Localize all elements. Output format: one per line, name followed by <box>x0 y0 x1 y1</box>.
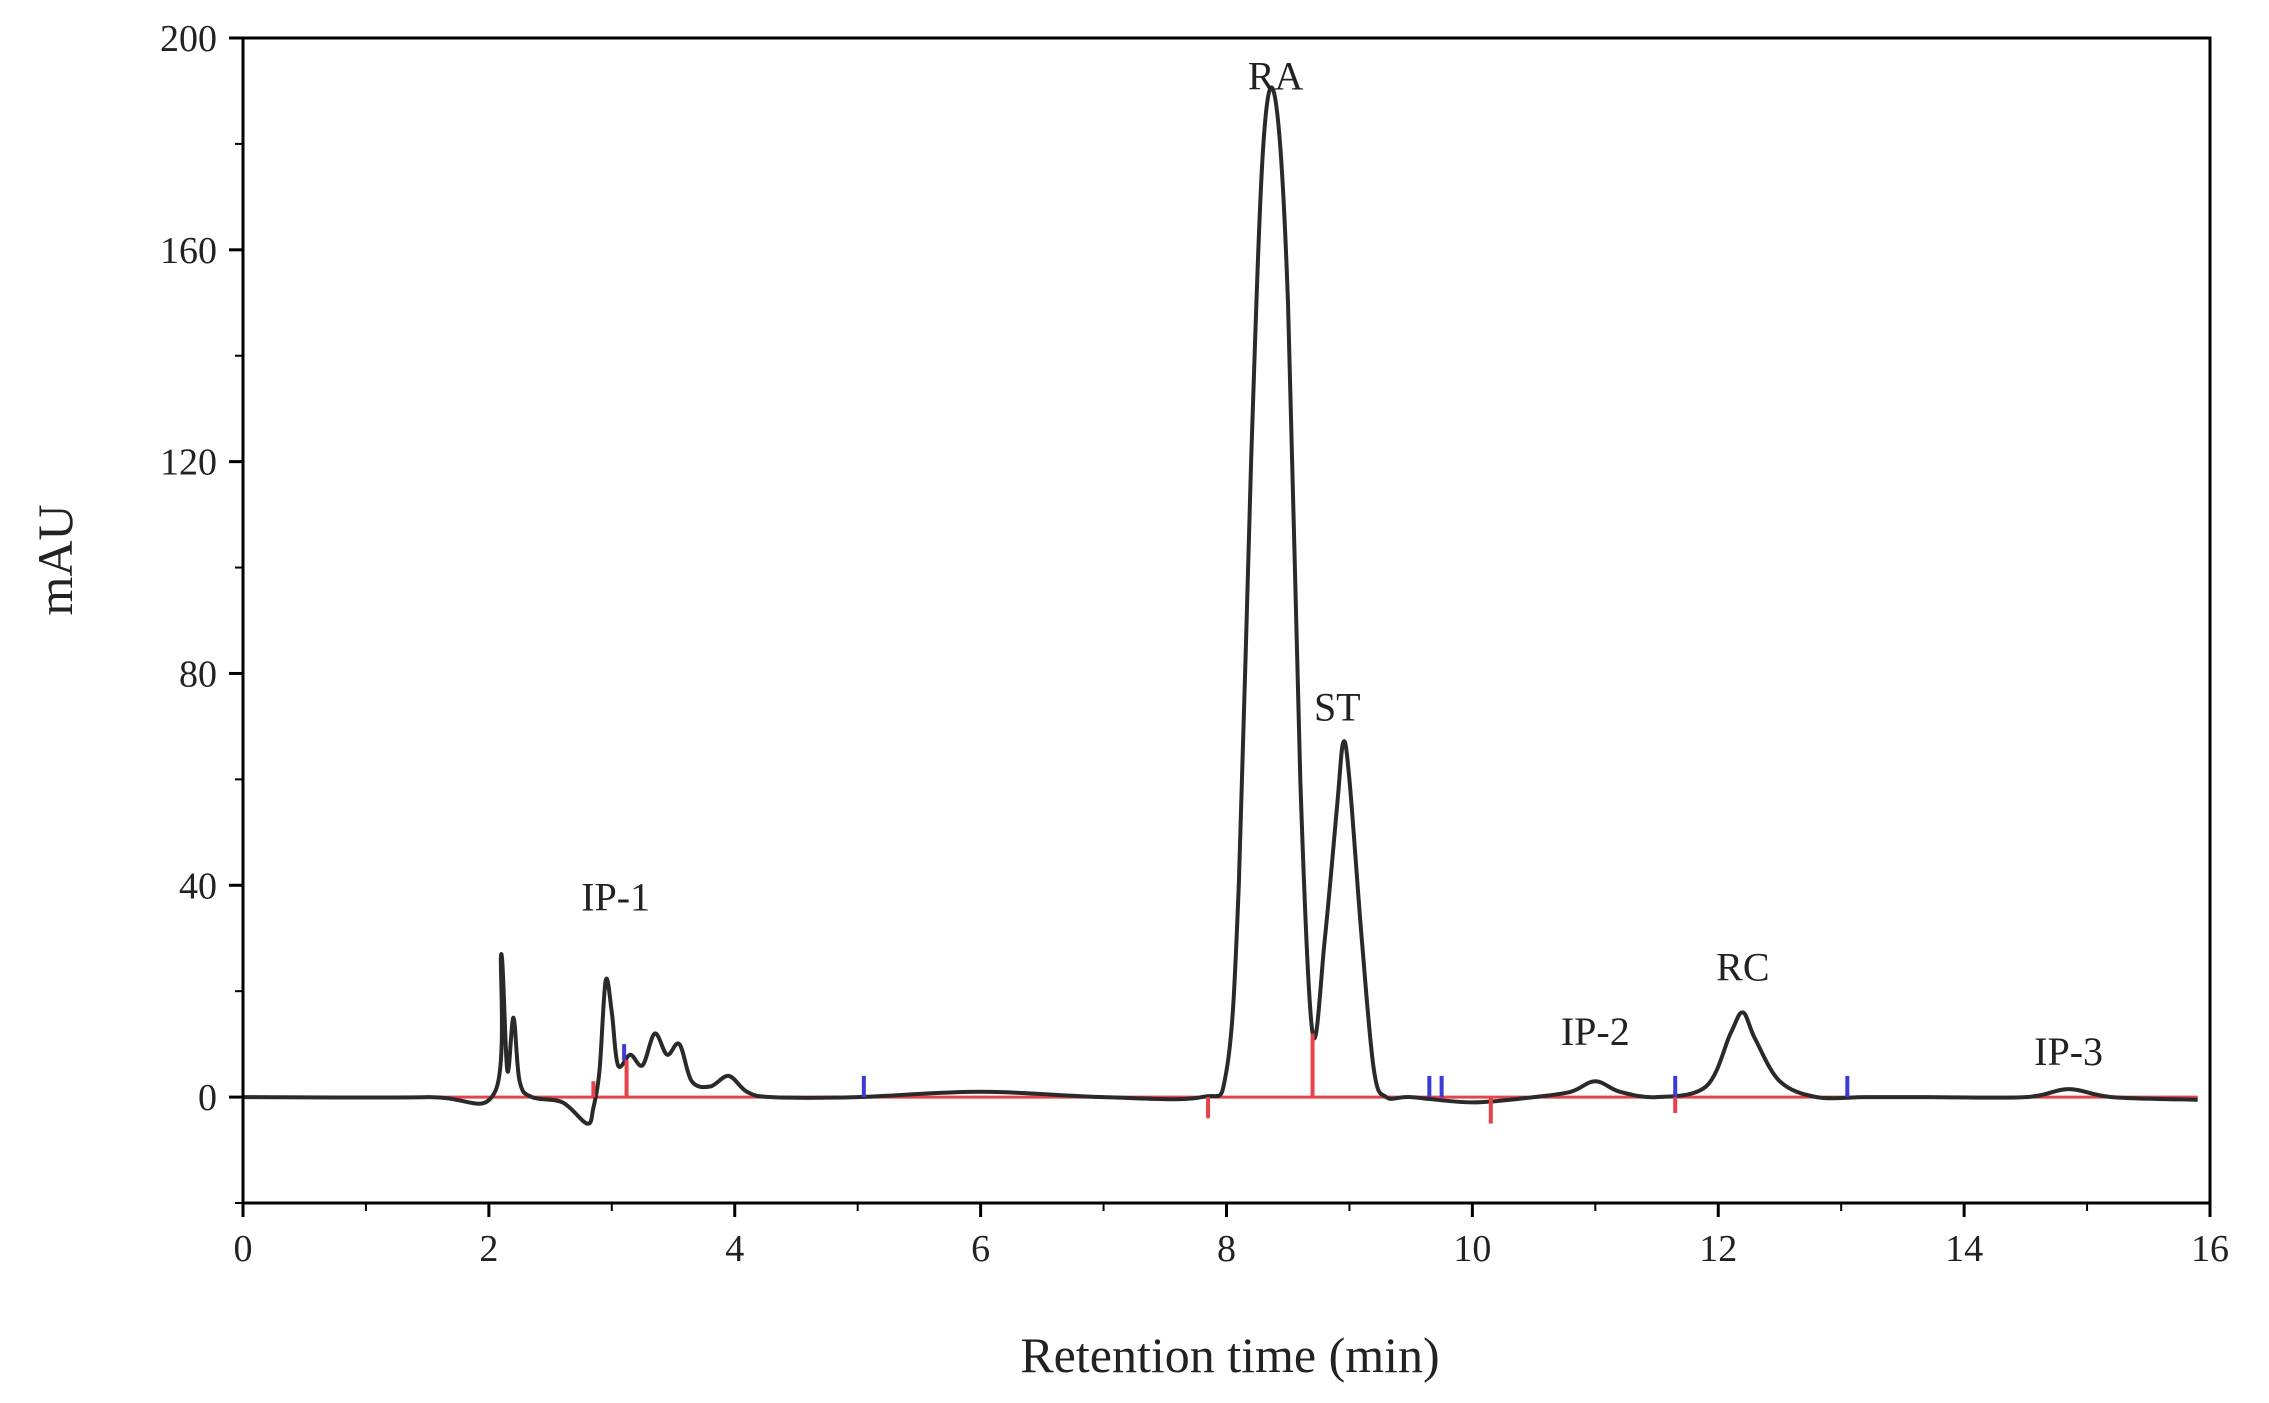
y-tick-label: 160 <box>160 230 217 272</box>
marker-layer <box>591 1033 1850 1124</box>
y-tick-label: 80 <box>179 653 217 695</box>
plot-frame <box>241 36 2212 1205</box>
x-tick-label: 2 <box>479 1228 498 1270</box>
x-tick-label: 12 <box>1699 1228 1737 1270</box>
y-tick-label: 40 <box>179 865 217 907</box>
chromatogram-trace <box>242 85 2198 1126</box>
x-tick-label: 0 <box>234 1228 253 1270</box>
y-tick-label: 120 <box>160 442 217 484</box>
y-tick-label: 200 <box>160 18 217 60</box>
x-tick-label: 4 <box>725 1228 744 1270</box>
x-tick-label: 10 <box>1453 1228 1491 1270</box>
x-tick-label: 14 <box>1945 1228 1983 1270</box>
peak-label: ST <box>1314 684 1361 729</box>
label-layer: IP-1 RA ST IP-2 RC IP-3 <box>581 54 2103 1075</box>
peak-label: IP-3 <box>2034 1029 2103 1074</box>
peak-label: RC <box>1716 944 1769 989</box>
y-tick-label: 0 <box>198 1077 217 1119</box>
peak-label: IP-1 <box>581 875 650 920</box>
peak-label: IP-2 <box>1561 1009 1630 1054</box>
x-tick-label: 8 <box>1217 1228 1236 1270</box>
trace-layer <box>242 85 2198 1126</box>
x-tick-label: 16 <box>2191 1228 2229 1270</box>
x-axis-title: Retention time (min) <box>1020 1327 1439 1383</box>
y-axis-title: mAU <box>27 504 83 615</box>
x-tick-label: 6 <box>971 1228 990 1270</box>
peak-label: RA <box>1248 54 1304 99</box>
